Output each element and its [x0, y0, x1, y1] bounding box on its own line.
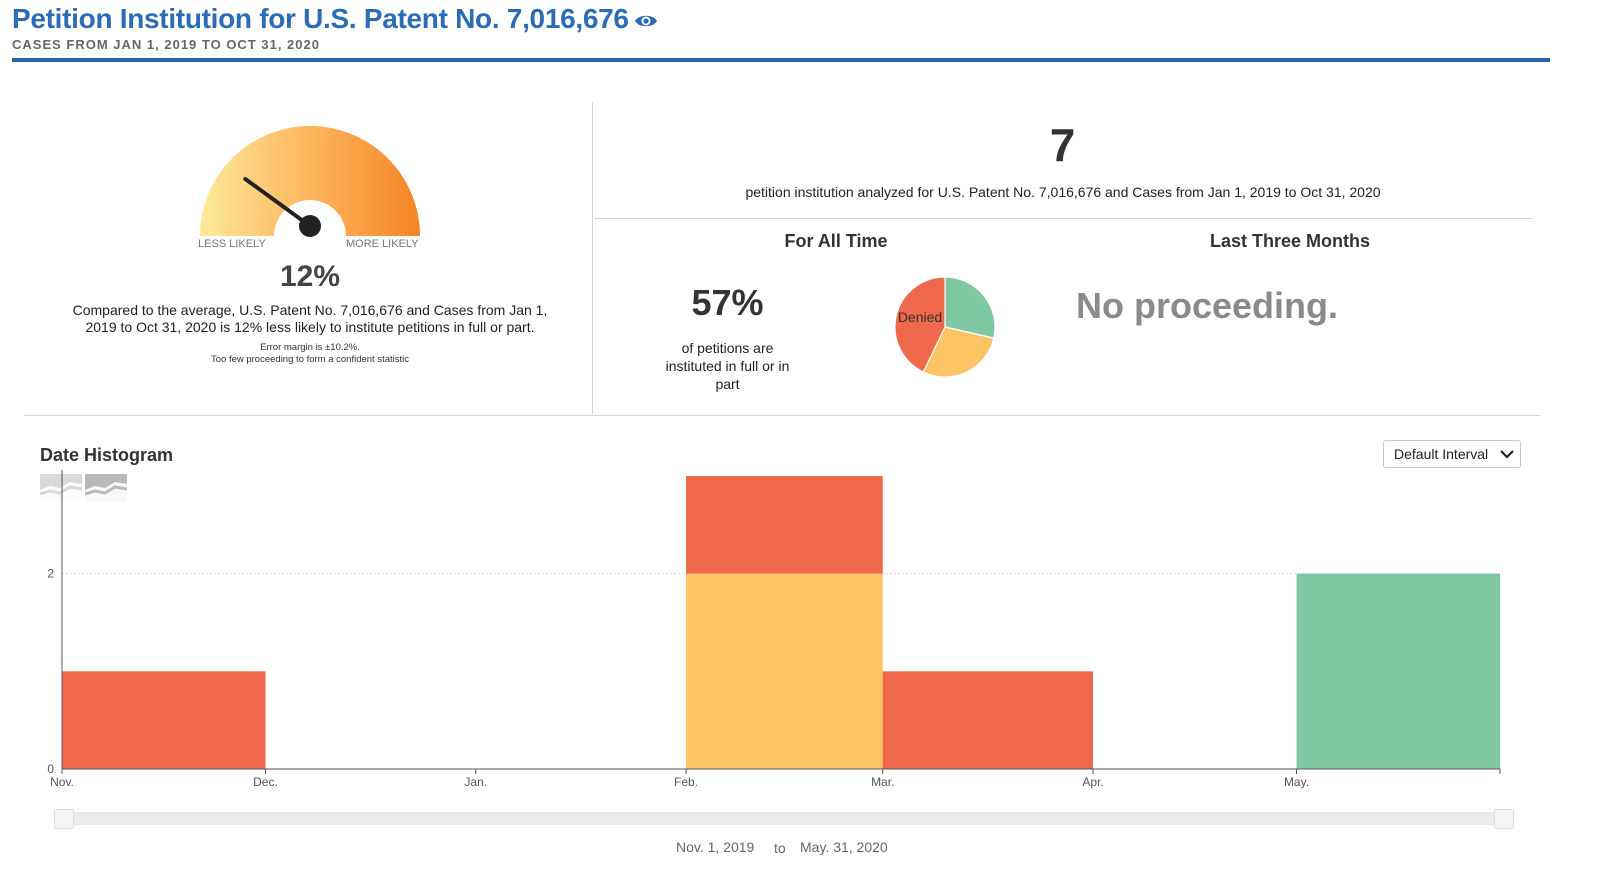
stacked-chart-toggle-icon[interactable] — [85, 474, 127, 501]
outcome-pie-chart[interactable]: Denied — [890, 274, 1000, 384]
eye-icon[interactable] — [634, 12, 658, 30]
vertical-divider — [592, 102, 593, 414]
gauge-more-label: MORE LIKELY — [346, 238, 419, 250]
gauge-value: 12% — [279, 260, 341, 293]
x-tick-label: Nov. — [50, 775, 74, 789]
x-tick-label: Jan. — [464, 775, 487, 789]
no-proceeding-message: No proceeding. — [1076, 285, 1339, 326]
histogram-title: Date Histogram — [40, 445, 174, 465]
x-tick-label: Feb. — [674, 775, 698, 789]
range-end-date: May. 31, 2020 — [800, 839, 888, 855]
error-margin-text: Error margin is ±10.2%. — [260, 342, 360, 353]
y-tick-label: 2 — [47, 567, 54, 581]
pie-denied-label: Denied — [898, 309, 942, 325]
section-divider — [24, 415, 1540, 416]
date-range-scroll-track[interactable] — [60, 812, 1510, 825]
gauge-hub — [299, 215, 321, 237]
y-tick-label: 0 — [47, 762, 54, 776]
histogram-bar-2-0[interactable] — [882, 671, 1094, 769]
gauge-arc — [200, 126, 420, 236]
chevron-down-icon — [1500, 450, 1514, 459]
header-divider — [12, 58, 1550, 62]
x-tick-label: Mar. — [871, 775, 894, 789]
interval-select-label: Default Interval — [1394, 446, 1489, 462]
area-chart-toggle-icon[interactable] — [40, 474, 82, 501]
petition-count-description: petition institution analyzed for U.S. P… — [745, 184, 1381, 200]
range-start-date: Nov. 1, 2019 — [676, 839, 755, 855]
histogram-bar-1-1[interactable] — [686, 476, 883, 574]
institution-percent: 57% — [691, 282, 764, 323]
page-subtitle: CASES FROM JAN 1, 2019 TO OCT 31, 2020 — [12, 37, 320, 52]
histogram-bar-0-0[interactable] — [62, 671, 266, 769]
likelihood-gauge — [200, 126, 420, 237]
all-time-title: For All Time — [784, 231, 888, 251]
pie-slice-1[interactable] — [922, 326, 995, 378]
x-tick-label: May. — [1284, 775, 1309, 789]
petition-count: 7 — [1049, 119, 1076, 171]
last-three-months-title: Last Three Months — [1209, 231, 1370, 251]
institution-percent-description: of petitions are instituted in full or i… — [665, 340, 790, 392]
pie-slice-2[interactable] — [894, 276, 946, 373]
interval-select[interactable]: Default Interval — [1383, 440, 1521, 468]
confidence-note: Too few proceeding to form a confident s… — [210, 354, 410, 365]
page-title: Petition Institution for U.S. Patent No.… — [12, 3, 629, 34]
summary-divider — [594, 218, 1532, 219]
x-tick-label: Dec. — [253, 775, 278, 789]
pie-slice-0[interactable] — [944, 276, 996, 339]
x-tick-label: Apr. — [1082, 775, 1103, 789]
range-separator: to — [774, 840, 786, 856]
range-end-handle[interactable] — [1494, 809, 1514, 829]
histogram-bar-1-0[interactable] — [686, 573, 883, 769]
range-start-handle[interactable] — [54, 809, 74, 829]
gauge-needle — [243, 176, 312, 228]
gauge-less-label: LESS LIKELY — [198, 238, 266, 250]
histogram-bar-3-0[interactable] — [1296, 573, 1500, 769]
gauge-description: Compared to the average, U.S. Patent No.… — [72, 302, 548, 335]
